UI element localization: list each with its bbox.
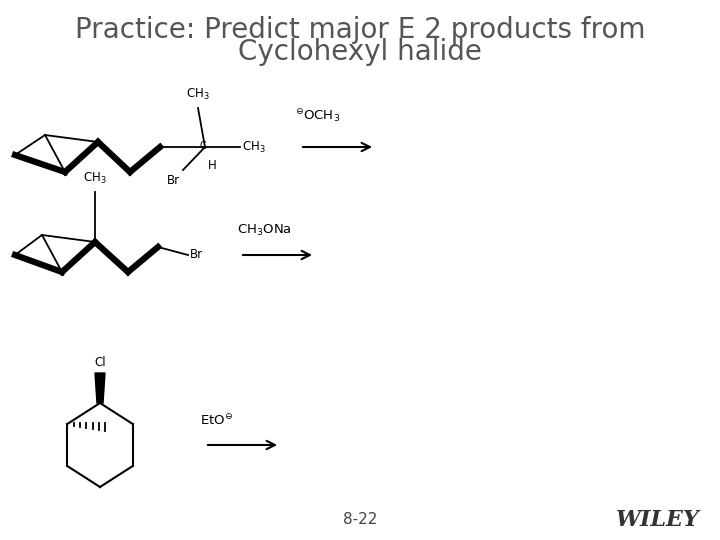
Text: C: C <box>199 141 207 151</box>
Text: 8-22: 8-22 <box>343 512 377 528</box>
Text: Practice: Predict major E 2 products from: Practice: Predict major E 2 products fro… <box>75 16 645 44</box>
Polygon shape <box>95 373 105 403</box>
Text: EtO$^{\ominus}$: EtO$^{\ominus}$ <box>200 413 233 428</box>
Text: CH$_3$: CH$_3$ <box>242 139 266 154</box>
Text: Cyclohexyl halide: Cyclohexyl halide <box>238 38 482 66</box>
Text: Br: Br <box>190 248 203 261</box>
Text: $^{\ominus}$OCH$_3$: $^{\ominus}$OCH$_3$ <box>295 108 340 125</box>
Text: CH$_3$ONa: CH$_3$ONa <box>237 223 292 238</box>
Text: CH$_3$: CH$_3$ <box>83 171 107 186</box>
Text: WILEY: WILEY <box>616 509 700 531</box>
Text: H: H <box>208 159 217 172</box>
Text: CH$_3$: CH$_3$ <box>186 87 210 102</box>
Text: Cl: Cl <box>94 356 106 369</box>
Text: Br: Br <box>167 174 180 187</box>
